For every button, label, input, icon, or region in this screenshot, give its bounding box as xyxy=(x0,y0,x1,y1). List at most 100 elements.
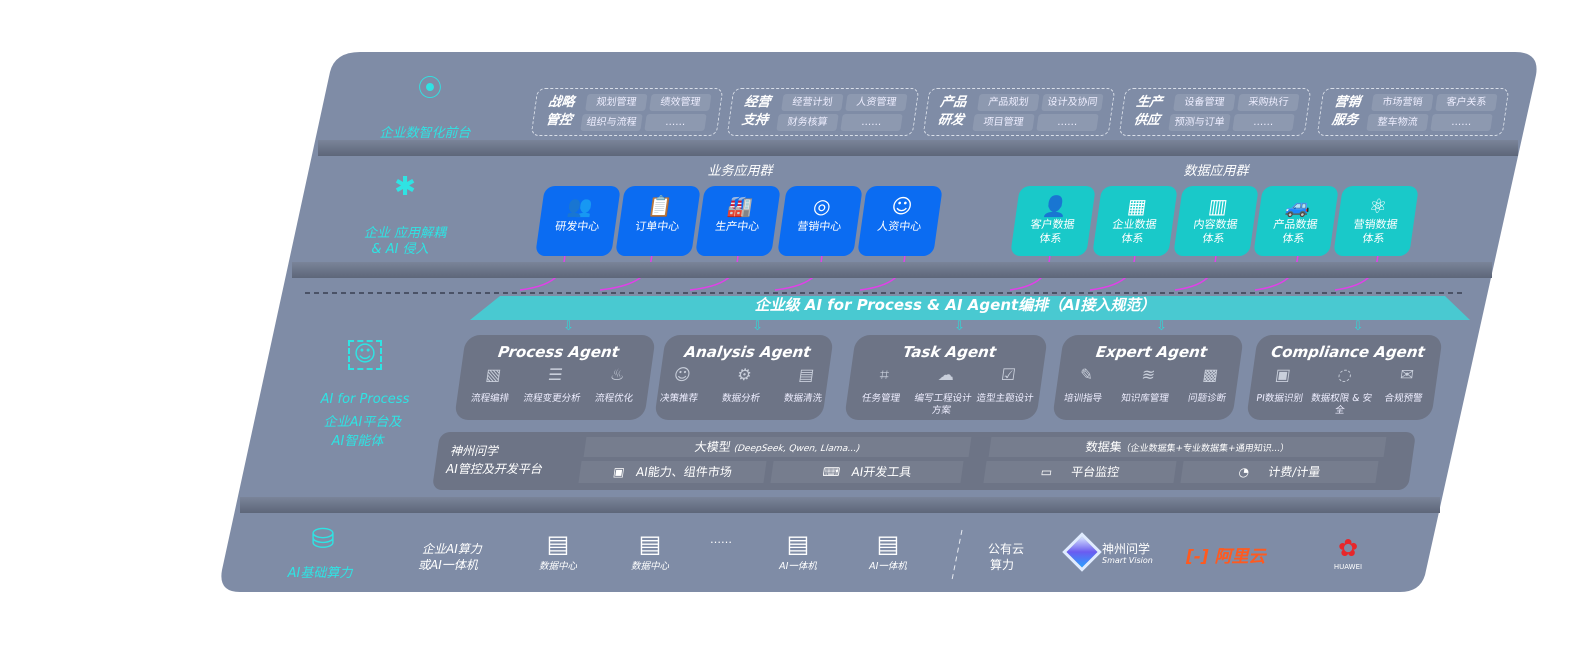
tile-label: 体系 xyxy=(1038,232,1063,245)
model-section: 大模型 (DeepSeek, Qwen, Llama...) xyxy=(583,437,972,457)
capability-icon: ▤ xyxy=(797,365,816,384)
group-title: 战略管控 xyxy=(544,95,576,128)
group-item[interactable]: 产品规划 xyxy=(977,94,1040,111)
agent-card[interactable]: Expert Agent ✎ 培训指导 ≋ 知识库管理 ▩ 问题诊断 xyxy=(1052,335,1244,420)
user-icon: 👤 xyxy=(1040,194,1070,218)
server-icon: ▤ xyxy=(786,530,810,558)
group-item[interactable]: …… xyxy=(1430,114,1493,131)
layer3-label-1: AI for Process xyxy=(320,392,410,407)
business-tile[interactable]: ◎ 营销中心 xyxy=(777,186,863,256)
capability-label: 决策推荐 xyxy=(659,393,699,404)
agent-capability[interactable]: ▤ 数据清洗 xyxy=(771,365,838,405)
group-item[interactable]: 设计及协同 xyxy=(1041,94,1104,111)
capability-icon: ☁ xyxy=(937,365,956,384)
agent-capability[interactable]: ▧ 流程编排 xyxy=(458,365,525,405)
agent-capability[interactable]: ⌗ 任务管理 xyxy=(849,365,916,405)
group-item[interactable]: …… xyxy=(840,114,903,131)
group-item[interactable]: 财务核算 xyxy=(776,114,839,131)
server-icon: ▤ xyxy=(546,530,570,558)
agent-capability[interactable]: ☑ 造型主题设计 xyxy=(973,365,1040,405)
agent-capability[interactable]: ≋ 知识库管理 xyxy=(1113,365,1180,405)
agent-capability[interactable]: ☰ 流程变更分析 xyxy=(520,365,587,405)
tile-label: 生产中心 xyxy=(714,220,761,233)
capability-icon: ▣ xyxy=(1274,365,1292,384)
agent-capability[interactable]: ◌ 数据权限 & 安全 xyxy=(1308,365,1377,417)
capability-label: 流程变更分析 xyxy=(522,393,582,404)
monitor-button[interactable]: ▭ 平台监控 xyxy=(983,461,1177,483)
layer-band xyxy=(318,140,1518,156)
tile-label: 体系 xyxy=(1361,232,1386,245)
capability-icon: ▧ xyxy=(484,365,503,384)
group-item[interactable]: 经营计划 xyxy=(781,94,844,111)
capability-icon: ◌ xyxy=(1336,365,1354,384)
ai-devtools-button[interactable]: ⌨ AI开发工具 xyxy=(770,461,964,483)
capability-label: 编写工程设计方案 xyxy=(913,393,973,416)
database-icon: ⛁ xyxy=(311,522,335,555)
node-label: 数据中心 xyxy=(630,561,669,572)
group-item[interactable]: 设备管理 xyxy=(1173,94,1236,111)
business-tile[interactable]: 🏭 生产中心 xyxy=(695,186,781,256)
capability-label: PI数据识别 xyxy=(1255,393,1304,404)
group-item[interactable]: 预测与订单 xyxy=(1168,114,1231,131)
layer3-label-2: 企业AI平台及 xyxy=(323,415,402,430)
ellipsis: …… xyxy=(710,533,732,546)
capability-label: 知识库管理 xyxy=(1120,393,1170,404)
agent-capability[interactable]: ▩ 问题诊断 xyxy=(1175,365,1242,405)
ai-market-button[interactable]: ▣ AI能力、组件市场 xyxy=(578,461,767,483)
agent-card[interactable]: Compliance Agent ▣ PI数据识别 ◌ 数据权限 & 安全 ✉ 合规预警 xyxy=(1246,335,1443,420)
data-tile[interactable]: 🚙 产品数据 体系 xyxy=(1253,186,1339,256)
group-item[interactable]: 组织与流程 xyxy=(580,114,643,131)
group-item[interactable]: 项目管理 xyxy=(972,114,1035,131)
capability-label: 培训指导 xyxy=(1063,393,1103,404)
group-item[interactable]: 市场营销 xyxy=(1371,94,1434,111)
capability-icon: ☺ xyxy=(672,365,693,384)
enterprise-compute-1: 企业AI算力 xyxy=(422,542,482,556)
ai-devtools-label: AI开发工具 xyxy=(850,465,913,479)
agent-capability[interactable]: ▣ PI数据识别 xyxy=(1248,365,1315,405)
group-item[interactable]: 人资管理 xyxy=(845,94,908,111)
banner-bg xyxy=(470,296,1470,320)
billing-button[interactable]: ◔ 计费/计量 xyxy=(1180,461,1379,483)
data-tile[interactable]: 👤 客户数据 体系 xyxy=(1010,186,1096,256)
group-item[interactable]: …… xyxy=(1232,114,1295,131)
tile-label: 内容数据 xyxy=(1192,218,1239,231)
business-tile[interactable]: 📋 订单中心 xyxy=(615,186,701,256)
business-tile[interactable]: 👥 研发中心 xyxy=(535,186,621,256)
agent-capability[interactable]: ♨ 流程优化 xyxy=(582,365,649,405)
group-title: 生产供应 xyxy=(1132,95,1164,128)
capability-icon: ⌗ xyxy=(878,365,891,384)
group-item[interactable]: 整车物流 xyxy=(1366,114,1429,131)
atom-icon: ⚛ xyxy=(1367,194,1389,218)
group-item[interactable]: 客户关系 xyxy=(1435,94,1498,111)
orchestration-banner: 企业级 AI for Process & AI Agent编排（AI接入规范） xyxy=(754,296,1156,314)
group-item[interactable]: 采购执行 xyxy=(1237,94,1300,111)
data-tile[interactable]: ▥ 内容数据 体系 xyxy=(1173,186,1259,256)
data-tile[interactable]: ▦ 企业数据 体系 xyxy=(1092,186,1178,256)
huawei-logo: ✿ xyxy=(1337,534,1359,562)
model-label: 大模型 xyxy=(693,440,732,454)
agent-capability[interactable]: ☁ 编写工程设计方案 xyxy=(909,365,978,417)
agent-card[interactable]: Task Agent ⌗ 任务管理 ☁ 编写工程设计方案 ☑ 造型主题设计 xyxy=(844,335,1048,420)
ai-market-label: AI能力、组件市场 xyxy=(635,465,733,479)
group-item[interactable]: …… xyxy=(1036,114,1099,131)
group-item[interactable]: …… xyxy=(644,114,707,131)
layer3-label-3: AI智能体 xyxy=(331,434,384,449)
down-arrow-icon: ⇩ xyxy=(1352,319,1364,334)
agent-title: Process Agent xyxy=(496,343,621,361)
agent-card[interactable]: Process Agent ▧ 流程编排 ☰ 流程变更分析 ♨ 流程优化 xyxy=(454,335,656,420)
data-tile[interactable]: ⚛ 营销数据 体系 xyxy=(1333,186,1419,256)
capability-label: 流程编排 xyxy=(470,393,510,404)
agent-capability[interactable]: ✉ 合规预警 xyxy=(1372,365,1439,405)
business-apps-title: 业务应用群 xyxy=(707,164,773,179)
business-tile[interactable]: ☺ 人资中心 xyxy=(857,186,943,256)
layer1-label: 企业数智化前台 xyxy=(379,126,471,141)
group-item[interactable]: 绩效管理 xyxy=(649,94,712,111)
agent-card[interactable]: Analysis Agent ☺ 决策推荐 ⚙ 数据分析 ▤ 数据清洗 xyxy=(654,335,834,420)
agent-capability[interactable]: ⚙ 数据分析 xyxy=(709,365,776,405)
smart-vision-sub: Smart Vision xyxy=(1102,556,1153,565)
group-item[interactable]: 规划管理 xyxy=(585,94,648,111)
capability-icon: ☰ xyxy=(546,365,564,384)
agent-capability[interactable]: ☺ 决策推荐 xyxy=(647,365,714,405)
agent-capability[interactable]: ✎ 培训指导 xyxy=(1051,365,1118,405)
capability-label: 数据清洗 xyxy=(783,393,823,404)
